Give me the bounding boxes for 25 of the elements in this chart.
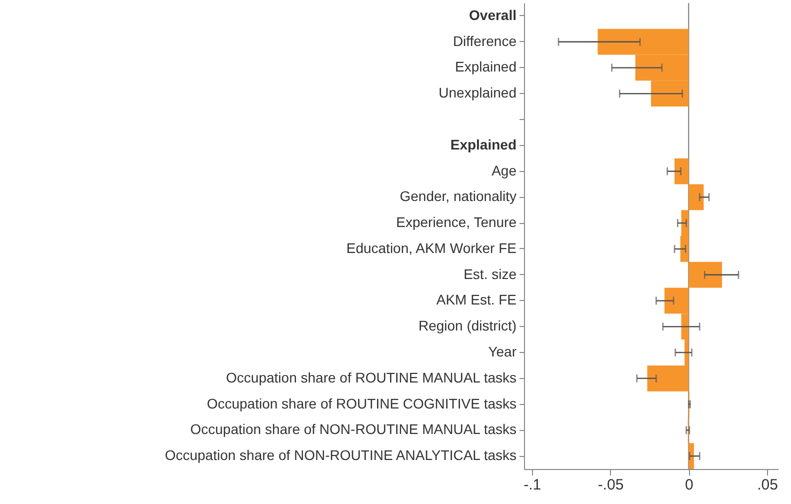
bar: [688, 443, 694, 469]
x-tick-label: -.1: [524, 476, 542, 494]
y-tick-label: Year: [488, 344, 517, 360]
y-tick-label: AKM Est. FE: [436, 292, 516, 308]
y-tick-label: Region (district): [418, 318, 516, 334]
y-tick-label: Occupation share of NON-ROUTINE MANUAL tasks: [190, 421, 516, 438]
x-tick-label: .05: [757, 476, 778, 494]
y-tick-label: Unexplained: [438, 84, 516, 101]
bar: [688, 184, 704, 210]
y-tick-label: Explained: [455, 58, 516, 75]
bar: [674, 158, 689, 184]
y-tick-label: Gender, nationality: [400, 188, 516, 204]
y-tick-label: Explained: [450, 136, 516, 152]
bar: [688, 262, 722, 288]
y-tick-label: Difference: [452, 32, 517, 49]
y-tick-label: Overall: [469, 6, 516, 23]
y-tick-label: Occupation share of NON-ROUTINE ANALYTICAL tasks: [164, 447, 516, 464]
y-tick-label: Age: [492, 162, 517, 178]
x-tick-label: -.05: [598, 476, 624, 494]
y-tick-label: Occupation share of ROUTINE COGNITIVE tasks: [206, 395, 516, 412]
y-tick-label: Occupation share of ROUTINE MANUAL tasks: [226, 369, 516, 386]
x-tick-label: 0: [684, 476, 694, 494]
y-tick-label: Experience, Tenure: [396, 214, 517, 230]
y-tick-label: Est. size: [464, 266, 517, 282]
y-tick-label: Education, AKM Worker FE: [346, 240, 516, 256]
